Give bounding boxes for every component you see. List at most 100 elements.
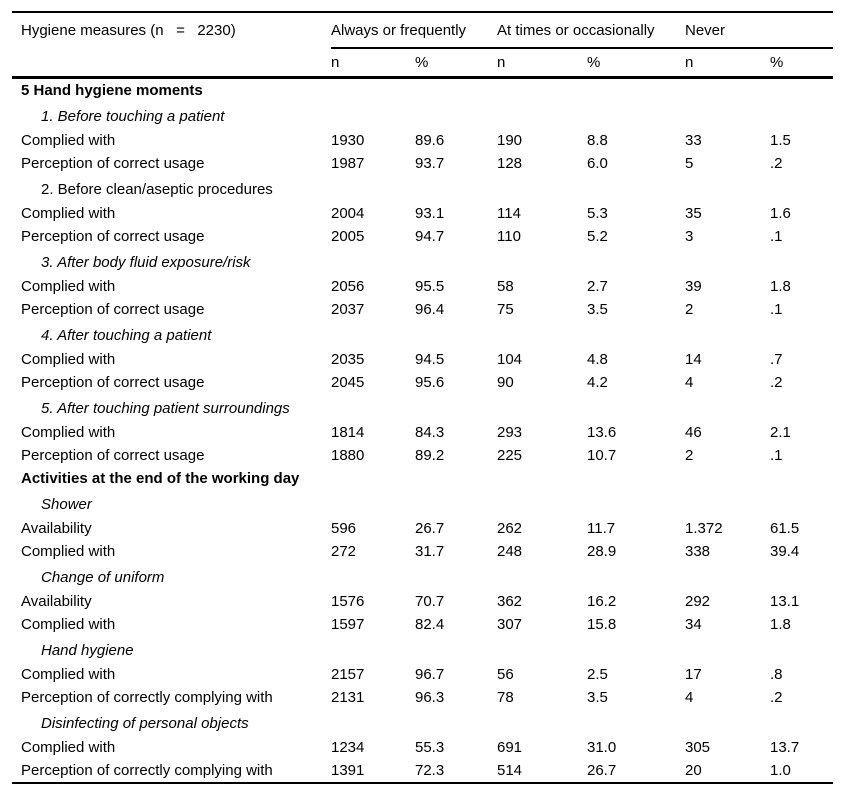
cell-value (331, 321, 415, 348)
cell-value: 362 (497, 593, 523, 610)
cell-value: 110 (497, 228, 521, 245)
cell-value: 292 (685, 593, 711, 610)
cell-value: .7 (770, 351, 783, 368)
cell-value (415, 563, 497, 590)
row-label: Complied with (21, 205, 116, 222)
cell-value: 26.7 (587, 762, 617, 779)
cell-value (331, 490, 415, 517)
cell-value: 1597 (331, 616, 365, 633)
table-row-subsection: 3. After body fluid exposure/risk (12, 248, 833, 275)
cell-value (770, 321, 833, 348)
row-label: Perception of correct usage (21, 374, 205, 391)
cell-value (415, 636, 497, 663)
cell-value (331, 102, 415, 129)
cell-value (587, 78, 685, 103)
cell-value (587, 175, 685, 202)
cell-value: 4.2 (587, 374, 608, 391)
cell-value: 96.4 (415, 301, 445, 318)
cell-value: 5.2 (587, 228, 608, 245)
cell-value: 26.7 (415, 520, 445, 537)
table-row-subsection: 2. Before clean/aseptic procedures (12, 175, 833, 202)
row-label: 1. Before touching a patient (41, 108, 225, 125)
cell-value: 1880 (331, 447, 365, 464)
table-title: Hygiene measures (n = 2230) (21, 22, 236, 39)
cell-value (587, 321, 685, 348)
cell-value (331, 467, 415, 490)
cell-value: 4 (685, 374, 694, 391)
table-row-data: Perception of correct usage 2005 94.7 110 5.… (12, 225, 833, 248)
cell-value: .2 (770, 155, 783, 172)
subheader-pct-attimes: % (587, 48, 685, 79)
row-label: Complied with (21, 739, 116, 756)
row-label: Perception of correctly complying with (21, 762, 273, 779)
cell-value: 11.7 (587, 520, 616, 537)
cell-value: 33 (685, 132, 702, 149)
row-label: Hand hygiene (41, 642, 134, 659)
table-row-data: Perception of correctly complying with 13… (12, 759, 833, 783)
cell-value: 2.5 (587, 666, 608, 683)
cell-value: 34 (685, 616, 702, 633)
table-row-data: Availability 1576 70.7 362 16.2 292 13.1 (12, 590, 833, 613)
cell-value (497, 175, 587, 202)
cell-value: 89.2 (415, 447, 445, 464)
row-label: Perception of correct usage (21, 155, 205, 172)
cell-value: 2157 (331, 666, 365, 683)
cell-value: 1930 (331, 132, 365, 149)
cell-value: 2 (685, 301, 694, 318)
cell-value: 2131 (331, 689, 365, 706)
cell-value: 17 (685, 666, 702, 683)
cell-value: 1576 (331, 593, 365, 610)
cell-value: 5 (685, 155, 694, 172)
cell-value: 2005 (331, 228, 365, 245)
cell-value (685, 394, 770, 421)
cell-value: 2004 (331, 205, 365, 222)
cell-value (497, 709, 587, 736)
subheader-n-always: n (331, 48, 415, 79)
cell-value (587, 636, 685, 663)
cell-value (331, 248, 415, 275)
subheader-pct-always: % (415, 48, 497, 79)
row-label: 2. Before clean/aseptic procedures (41, 181, 273, 198)
table-row-subsection: 5. After touching patient surroundings (12, 394, 833, 421)
cell-value (587, 563, 685, 590)
cell-value: 262 (497, 520, 523, 537)
row-label: Complied with (21, 543, 116, 560)
cell-value: .1 (770, 447, 783, 464)
cell-value: 1.0 (770, 762, 791, 779)
cell-value: 114 (497, 205, 521, 222)
cell-value: 6.0 (587, 155, 608, 172)
cell-value (497, 78, 587, 103)
cell-value: 35 (685, 205, 702, 222)
row-label: 5. After touching patient surroundings (41, 400, 290, 417)
row-label: Complied with (21, 351, 116, 368)
cell-value: 4.8 (587, 351, 608, 368)
table-body: 5 Hand hygiene moments 1. Before touching… (12, 78, 833, 784)
cell-value: 128 (497, 155, 523, 172)
column-group-header-row: Hygiene measures (n = 2230) Always or fr… (12, 12, 834, 49)
table-row-data: Complied with 2157 96.7 56 2.5 17 .8 (12, 663, 833, 686)
cell-value (415, 175, 497, 202)
cell-value: 2 (685, 447, 694, 464)
subheader-n-never: n (685, 48, 770, 79)
cell-value: 58 (497, 278, 514, 295)
cell-value: 93.1 (415, 205, 445, 222)
cell-value (770, 467, 833, 490)
cell-value: 39.4 (770, 543, 800, 560)
table-row-data: Perception of correct usage 1987 93.7 128 6.… (12, 152, 833, 175)
table-row-section: 5 Hand hygiene moments (12, 78, 833, 103)
table-row-data: Perception of correct usage 2045 95.6 90 4.2… (12, 371, 833, 394)
cell-value (587, 490, 685, 517)
cell-value (685, 175, 770, 202)
cell-value (331, 175, 415, 202)
cell-value: 3 (685, 228, 694, 245)
table-row-subsection: Change of uniform (12, 563, 833, 590)
cell-value (685, 636, 770, 663)
cell-value: 2056 (331, 278, 365, 295)
cell-value: 1.8 (770, 616, 791, 633)
cell-value (415, 394, 497, 421)
cell-value: 691 (497, 739, 523, 756)
cell-value: 293 (497, 424, 523, 441)
cell-value (331, 709, 415, 736)
cell-value (685, 563, 770, 590)
cell-value: 20 (685, 762, 702, 779)
